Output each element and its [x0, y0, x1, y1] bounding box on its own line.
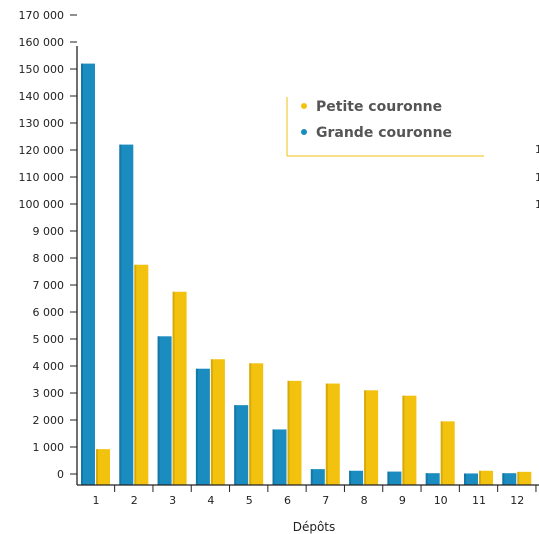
bar-grande-couronne — [195, 368, 210, 485]
y-tick-label: 6 000 — [33, 306, 65, 319]
bar-petite-couronne — [172, 291, 187, 485]
bar-edge-shade — [272, 429, 275, 485]
bar-grande-couronne — [464, 473, 478, 485]
bar-edge-shade — [134, 264, 137, 485]
bar-grande-couronne — [425, 473, 440, 485]
bar-edge-shade — [96, 449, 98, 485]
bar-edge-shade — [349, 470, 352, 485]
bar-edge-shade — [364, 390, 367, 485]
bar-edge-shade — [234, 405, 237, 485]
legend-label-grande-couronne: Grande couronne — [316, 125, 452, 141]
x-axis-ticks: 1 2 3 4 5 6 7 8 9 10 11 12 — [93, 485, 537, 507]
bar-petite-couronne — [517, 471, 532, 485]
bar-edge-shade — [195, 368, 198, 485]
bar-edge-shade — [310, 469, 313, 485]
clipped-edge-text: 1 — [535, 143, 539, 156]
bar-edge-shade — [502, 473, 505, 485]
bar-petite-couronne — [440, 421, 455, 485]
x-tick-label: 11 — [472, 494, 486, 507]
x-tick-label: 9 — [399, 494, 406, 507]
y-tick-label: 170 000 — [19, 9, 65, 22]
clipped-edge-text: 1 — [535, 198, 539, 211]
x-tick-label: 2 — [131, 494, 138, 507]
bar-grande-couronne — [349, 470, 364, 485]
bar-edge-shade — [517, 471, 520, 485]
x-tick-label: 10 — [434, 494, 448, 507]
bar-petite-couronne — [479, 470, 493, 485]
bar-grande-couronne — [157, 336, 172, 485]
y-tick-label: 2 000 — [33, 414, 65, 427]
bar-petite-couronne — [249, 363, 264, 485]
bar-edge-shade — [119, 144, 122, 485]
y-tick-label: 130 000 — [19, 117, 65, 130]
x-tick-label: 6 — [284, 494, 291, 507]
legend-marker-petite-couronne — [301, 103, 307, 109]
bar-petite-couronne — [402, 395, 417, 485]
bar-edge-shade — [479, 470, 481, 485]
bar-edge-shade — [81, 63, 83, 485]
bar-edge-shade — [402, 395, 405, 485]
x-tick-label: 8 — [361, 494, 368, 507]
bar-grande-couronne — [502, 473, 517, 485]
x-tick-label: 1 — [93, 494, 100, 507]
y-tick-label: 160 000 — [19, 36, 65, 49]
y-tick-label: 100 000 — [19, 198, 65, 211]
x-tick-label: 4 — [207, 494, 214, 507]
bar-petite-couronne — [364, 390, 379, 485]
y-axis-ticks: 0 1 000 2 000 3 000 4 000 5 000 6 000 7 000 8 00… — [19, 9, 77, 481]
bar-petite-couronne — [96, 449, 110, 485]
bar-edge-shade — [249, 363, 252, 485]
bar-grande-couronne — [310, 469, 325, 485]
y-tick-label: 150 000 — [19, 63, 65, 76]
y-tick-label: 7 000 — [33, 279, 65, 292]
x-tick-label: 7 — [322, 494, 329, 507]
y-tick-label: 9 000 — [33, 225, 65, 238]
bar-edge-shade — [325, 383, 328, 485]
y-tick-label: 140 000 — [19, 90, 65, 103]
bar-edge-shade — [172, 291, 175, 485]
y-tick-label: 8 000 — [33, 252, 65, 265]
bar-petite-couronne — [325, 383, 340, 485]
y-tick-label: 3 000 — [33, 387, 65, 400]
x-axis-title: Dépôts — [293, 520, 336, 534]
legend-label-petite-couronne: Petite couronne — [316, 99, 442, 115]
bar-petite-couronne — [134, 264, 149, 485]
y-tick-label: 120 000 — [19, 144, 65, 157]
bar-edge-shade — [425, 473, 428, 485]
bar-edge-shade — [287, 380, 290, 485]
bar-petite-couronne — [287, 380, 302, 485]
bar-petite-couronne — [210, 359, 225, 485]
bar-grande-couronne — [81, 63, 95, 485]
bar-grande-couronne — [119, 144, 134, 485]
bar-edge-shade — [440, 421, 443, 485]
x-tick-label: 3 — [169, 494, 176, 507]
y-tick-label: 5 000 — [33, 333, 65, 346]
bar-grande-couronne — [234, 405, 249, 485]
x-tick-label: 5 — [246, 494, 253, 507]
clipped-edge-text: 1 — [535, 171, 539, 184]
bar-edge-shade — [464, 473, 466, 485]
legend-marker-grande-couronne — [301, 129, 307, 135]
y-tick-label: 1 000 — [33, 441, 65, 454]
x-tick-label: 12 — [510, 494, 524, 507]
bar-edge-shade — [210, 359, 213, 485]
bar-edge-shade — [387, 471, 390, 485]
bar-edge-shade — [157, 336, 160, 485]
y-tick-label: 110 000 — [19, 171, 65, 184]
bar-grande-couronne — [387, 471, 402, 485]
y-tick-label: 4 000 — [33, 360, 65, 373]
legend: Petite couronne Grande couronne — [286, 97, 484, 157]
bar-grande-couronne — [272, 429, 287, 485]
y-tick-label: 0 — [57, 468, 64, 481]
bars-group — [81, 63, 532, 485]
